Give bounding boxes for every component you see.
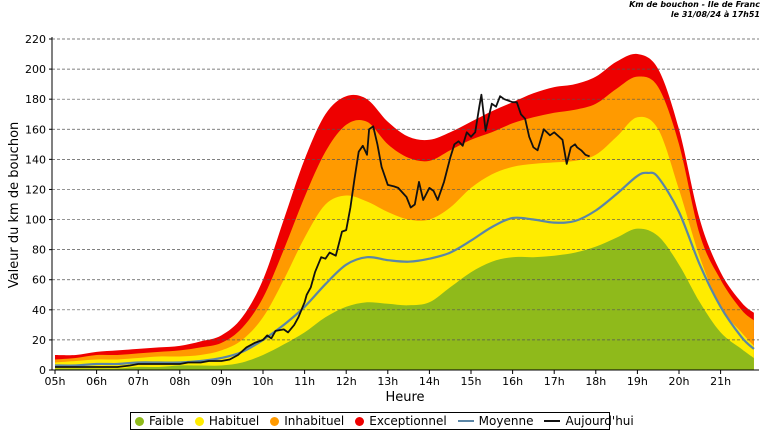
chart-header: Km de bouchon - Ile de Franc le 31/08/24… — [540, 0, 760, 20]
area-bands — [55, 53, 754, 370]
x-axis-label: Heure — [385, 390, 424, 405]
x-tick-label-05h: 05h — [45, 375, 66, 388]
traffic-chart: 0 20 40 60 80 100 120 140 160 180 200 220 05h 06h 07h 0… — [7, 33, 759, 405]
x-tick-label-14h: 14h — [419, 375, 440, 388]
legend-item-faible: Faible — [135, 414, 184, 428]
line-aujourdhui — [55, 93, 590, 368]
legend-swatch-faible — [135, 416, 144, 426]
x-tick-label-12h: 12h — [336, 375, 357, 388]
chart-legend: Faible Habituel Inhabituel Exceptionnel … — [130, 412, 634, 430]
y-tick-label-40: 40 — [32, 304, 46, 317]
legend-label-moyenne: Moyenne — [478, 414, 534, 428]
y-tick-label-180: 180 — [25, 93, 46, 106]
axes: 0 20 40 60 80 100 120 140 160 180 200 220 05h 06h 07h 0… — [25, 33, 759, 388]
x-tick-label-19h: 19h — [627, 375, 648, 388]
y-axis-label: Valeur du km de bouchon — [7, 122, 22, 289]
legend-swatch-habituel — [194, 416, 204, 426]
x-tick-label-06h: 06h — [86, 375, 107, 388]
x-tick-label-17h: 17h — [544, 375, 565, 388]
band-faible — [55, 228, 754, 370]
y-tick-label-140: 140 — [25, 153, 46, 166]
legend-swatch-aujourdhui — [544, 420, 561, 422]
y-tick-label-220: 220 — [25, 33, 46, 46]
legend-label-faible: Faible — [149, 414, 184, 428]
x-tick-label-08h: 08h — [169, 375, 190, 388]
x-tick-label-07h: 07h — [128, 375, 149, 388]
legend-item-aujourdhui: Aujourd'hui — [544, 414, 634, 428]
x-tick-label-10h: 10h — [253, 375, 274, 388]
y-tick-label-80: 80 — [32, 244, 46, 257]
x-tick-label-20h: 20h — [669, 375, 690, 388]
line-moyenne — [54, 171, 755, 367]
legend-label-aujourdhui: Aujourd'hui — [565, 414, 634, 428]
legend-label-inhabituel: Inhabituel — [284, 414, 345, 428]
y-tick-label-160: 160 — [25, 123, 46, 136]
legend-label-exceptionnel: Exceptionnel — [369, 414, 447, 428]
legend-swatch-exceptionnel — [355, 416, 365, 426]
x-tick-label-11h: 11h — [294, 375, 315, 388]
y-tick-label-20: 20 — [32, 334, 46, 347]
legend-item-habituel: Habituel — [194, 414, 260, 428]
legend-swatch-moyenne — [457, 420, 474, 422]
x-tick-label-09h: 09h — [211, 375, 232, 388]
x-tick-label-18h: 18h — [585, 375, 606, 388]
x-tick-label-21h: 21h — [710, 375, 731, 388]
y-tick-label-100: 100 — [25, 214, 46, 227]
x-tick-label-15h: 15h — [461, 375, 482, 388]
chart-header-date: le 31/08/24 à 17h51 — [670, 10, 760, 19]
y-tick-label-200: 200 — [25, 63, 46, 76]
y-tick-label-120: 120 — [25, 183, 46, 196]
chart-header-title: Km de bouchon - Ile de Franc — [629, 0, 760, 9]
legend-swatch-inhabituel — [270, 416, 280, 426]
legend-item-inhabituel: Inhabituel — [270, 414, 344, 428]
y-tick-label-60: 60 — [32, 274, 46, 287]
y-tick-label-0: 0 — [39, 364, 46, 377]
legend-item-moyenne: Moyenne — [457, 414, 534, 428]
grid-lines — [52, 38, 759, 341]
series-lines — [54, 93, 755, 368]
x-tick-label-13h: 13h — [377, 375, 398, 388]
x-tick-label-16h: 16h — [502, 375, 523, 388]
legend-item-exceptionnel: Exceptionnel — [355, 414, 447, 428]
legend-label-habituel: Habituel — [208, 414, 260, 428]
